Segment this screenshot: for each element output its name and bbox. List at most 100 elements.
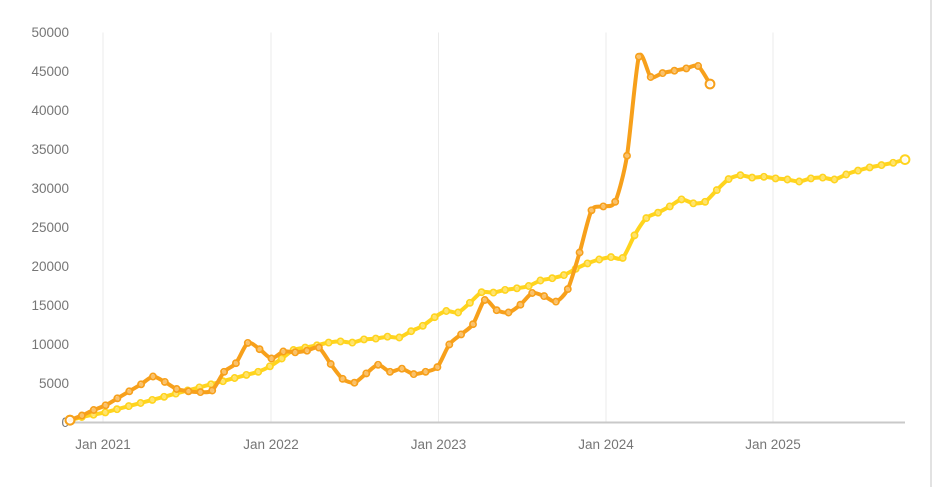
yellow-series-point[interactable]	[336, 337, 345, 346]
yellow-series-point[interactable]	[712, 186, 721, 195]
yellow-series-point[interactable]	[265, 362, 274, 371]
orange-series-point[interactable]	[89, 406, 98, 414]
orange-series-point[interactable]	[587, 206, 596, 215]
yellow-series-point[interactable]	[418, 321, 427, 330]
orange-series-point[interactable]	[350, 378, 359, 387]
yellow-series-point[interactable]	[889, 158, 898, 167]
orange-series-point[interactable]	[457, 330, 466, 339]
orange-series-point[interactable]	[113, 394, 122, 403]
orange-series-point[interactable]	[445, 340, 454, 349]
yellow-series-point[interactable]	[430, 313, 439, 322]
orange-series-point[interactable]	[397, 364, 406, 373]
orange-series-point[interactable]	[243, 338, 252, 347]
yellow-series-point[interactable]	[899, 154, 911, 166]
yellow-series-point[interactable]	[254, 367, 263, 376]
orange-series-point[interactable]	[137, 380, 146, 389]
orange-series-point[interactable]	[184, 387, 193, 396]
orange-series-point[interactable]	[646, 73, 655, 81]
yellow-series-point[interactable]	[360, 335, 368, 344]
yellow-series-point[interactable]	[383, 332, 392, 341]
orange-series-point[interactable]	[634, 52, 643, 61]
orange-series-point[interactable]	[255, 345, 264, 354]
orange-series-point[interactable]	[303, 346, 311, 355]
yellow-series-point[interactable]	[230, 374, 239, 382]
yellow-series-point[interactable]	[559, 271, 568, 280]
orange-series-point[interactable]	[670, 66, 679, 75]
orange-series-point[interactable]	[682, 64, 691, 73]
orange-series-point[interactable]	[279, 347, 288, 356]
orange-series-point[interactable]	[694, 62, 703, 70]
yellow-series-point[interactable]	[759, 172, 768, 181]
orange-series-point[interactable]	[480, 296, 489, 304]
orange-series-point[interactable]	[149, 372, 157, 381]
orange-series-point[interactable]	[433, 363, 442, 372]
yellow-series-point[interactable]	[454, 308, 463, 317]
yellow-series-point[interactable]	[842, 170, 851, 179]
orange-series-point[interactable]	[267, 354, 276, 363]
orange-series-point[interactable]	[658, 69, 667, 78]
yellow-series-point[interactable]	[595, 255, 604, 264]
yellow-series-point[interactable]	[348, 338, 357, 347]
yellow-series-point[interactable]	[101, 408, 110, 417]
orange-series-point[interactable]	[160, 377, 169, 386]
orange-series-point[interactable]	[504, 308, 513, 317]
orange-series-point[interactable]	[64, 414, 76, 426]
yellow-series-point[interactable]	[865, 163, 874, 172]
yellow-series-point[interactable]	[324, 338, 333, 347]
orange-series-point[interactable]	[125, 387, 134, 396]
yellow-series-point[interactable]	[830, 175, 839, 184]
orange-series-point[interactable]	[338, 374, 347, 383]
yellow-series-point[interactable]	[877, 161, 886, 170]
yellow-series-point[interactable]	[677, 195, 686, 204]
orange-series-point[interactable]	[101, 401, 110, 410]
yellow-series-point[interactable]	[618, 253, 627, 262]
yellow-series-point[interactable]	[689, 199, 698, 208]
yellow-series-point[interactable]	[242, 370, 251, 379]
yellow-series-point[interactable]	[748, 173, 757, 182]
orange-series-point[interactable]	[386, 367, 394, 376]
orange-series-point[interactable]	[326, 360, 335, 368]
yellow-series-point[interactable]	[607, 253, 615, 262]
orange-series-point[interactable]	[172, 385, 181, 393]
yellow-series-point[interactable]	[160, 392, 169, 401]
yellow-series-point[interactable]	[736, 171, 745, 180]
yellow-series-point[interactable]	[489, 288, 498, 297]
yellow-series-point[interactable]	[854, 166, 862, 175]
orange-series-point[interactable]	[516, 300, 525, 309]
yellow-series-point[interactable]	[124, 402, 133, 411]
yellow-series-point[interactable]	[536, 276, 545, 285]
orange-series-point[interactable]	[196, 388, 205, 397]
orange-series-point[interactable]	[231, 359, 240, 368]
orange-series-point[interactable]	[409, 370, 418, 379]
orange-series-point[interactable]	[704, 78, 716, 90]
yellow-series-point[interactable]	[524, 282, 533, 290]
yellow-series-point[interactable]	[724, 175, 733, 184]
yellow-series-point[interactable]	[771, 174, 780, 183]
yellow-series-point[interactable]	[642, 214, 651, 223]
yellow-series-point[interactable]	[148, 395, 157, 404]
orange-series-point[interactable]	[77, 411, 86, 420]
yellow-series-point[interactable]	[783, 175, 792, 184]
orange-series-point[interactable]	[623, 151, 631, 160]
yellow-series-point[interactable]	[371, 334, 380, 343]
orange-series-point[interactable]	[421, 367, 430, 376]
orange-series-point[interactable]	[469, 320, 477, 329]
yellow-series-point[interactable]	[512, 284, 521, 293]
orange-series-point[interactable]	[374, 360, 383, 369]
yellow-series-point[interactable]	[818, 173, 827, 182]
yellow-series-point[interactable]	[548, 274, 557, 283]
yellow-series-point[interactable]	[113, 405, 121, 414]
yellow-series-point[interactable]	[701, 197, 710, 206]
yellow-series-point[interactable]	[795, 177, 804, 186]
orange-series-point[interactable]	[291, 348, 300, 357]
orange-series-point[interactable]	[492, 306, 501, 315]
yellow-series-point[interactable]	[477, 288, 486, 297]
orange-series-point[interactable]	[528, 289, 537, 297]
orange-series-point[interactable]	[563, 285, 572, 294]
yellow-series-point[interactable]	[654, 208, 662, 217]
yellow-series-point[interactable]	[665, 202, 674, 211]
orange-series-point[interactable]	[220, 367, 229, 376]
yellow-series-point[interactable]	[465, 298, 474, 307]
orange-series-point[interactable]	[208, 386, 217, 395]
yellow-series-point[interactable]	[395, 333, 404, 342]
